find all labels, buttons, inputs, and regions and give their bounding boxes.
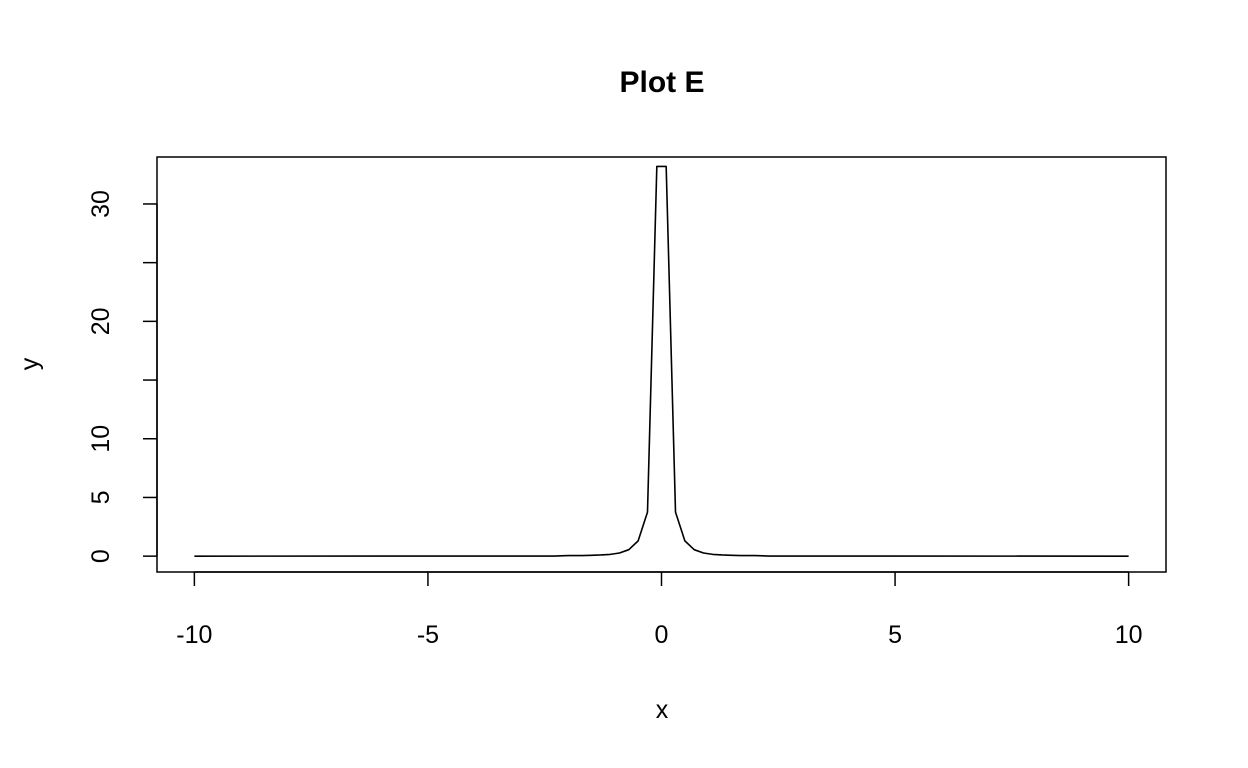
y-axis-label: y	[16, 357, 44, 370]
x-tick-label: -5	[417, 621, 439, 649]
chart-title: Plot E	[619, 66, 704, 99]
x-tick-label: 5	[888, 621, 902, 649]
y-tick-label: 5	[87, 490, 115, 504]
x-axis: -10 -5 0 5 10	[176, 571, 1143, 649]
y-tick-label: 20	[87, 307, 115, 335]
x-axis-label: x	[656, 696, 669, 724]
y-tick-label: 30	[87, 190, 115, 218]
y-tick-label: 0	[87, 549, 115, 563]
plot-frame	[156, 156, 1167, 573]
x-tick-label: 0	[655, 621, 669, 649]
x-tick-label: 10	[1115, 621, 1143, 649]
series-line	[194, 165, 1129, 557]
x-tick-label: -10	[176, 621, 212, 649]
y-tick-label: 10	[87, 425, 115, 453]
y-axis: 0 5 10 20 30	[87, 190, 158, 563]
